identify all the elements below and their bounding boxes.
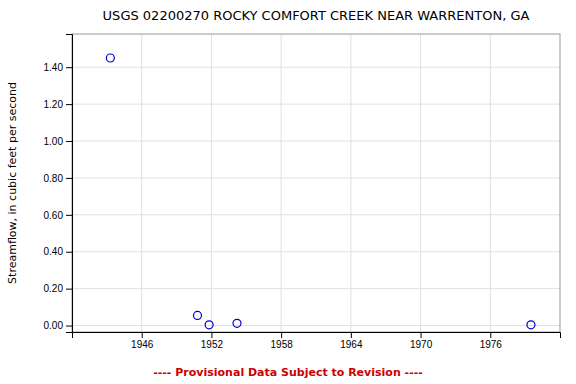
- y-axis: 0.00 0.20 0.40 0.60 0.80 1.00 1.20 1.40: [44, 35, 73, 333]
- y-tick-label: 0.60: [44, 210, 64, 221]
- point: [193, 311, 201, 319]
- footer-annotation: ---- Provisional Data Subject to Revisio…: [153, 366, 423, 379]
- x-tick-label: 1952: [201, 339, 224, 350]
- grid-line-y: [72, 214, 560, 215]
- y-tick-label: 0.00: [44, 320, 64, 331]
- y-tick: 1.20: [44, 99, 72, 110]
- point: [106, 54, 114, 62]
- y-tick-mark: [66, 289, 72, 290]
- grid-line-x: [420, 34, 421, 332]
- y-tick-mark: [66, 104, 72, 105]
- y-tick-mark: [66, 215, 72, 216]
- y-tick: 0.20: [44, 283, 72, 294]
- point: [527, 321, 535, 329]
- x-tick: 1946: [131, 332, 154, 350]
- x-tick-label: 1970: [410, 339, 433, 350]
- y-tick-label: 0.20: [44, 283, 64, 294]
- grid-line-x: [490, 34, 491, 332]
- y-tick-label: 0.80: [44, 173, 64, 184]
- x-tick: 1976: [480, 332, 503, 350]
- y-tick-mark: [66, 326, 72, 327]
- points: [106, 54, 535, 329]
- plot-frame: [72, 34, 560, 332]
- x-tick-mark: [351, 332, 352, 338]
- x-tick-mark: [490, 332, 491, 338]
- plot: 1946 1952 1958 1964 1970 1976 0.00 0.20 0.40 0.60…: [44, 34, 561, 350]
- y-tick-mark: [66, 178, 72, 179]
- y-tick-label: 1.40: [44, 62, 64, 73]
- point: [233, 319, 241, 327]
- x-tick-label: 1976: [480, 339, 503, 350]
- x-tick: 1970: [410, 332, 433, 350]
- y-tick: 0.00: [44, 320, 72, 331]
- y-tick: 0.40: [44, 246, 72, 257]
- y-tick-mark: [66, 67, 72, 68]
- grid-line-x: [281, 34, 282, 332]
- x-tick-label: 1958: [271, 339, 294, 350]
- x-tick-label: 1946: [131, 339, 154, 350]
- x-axis-line: [73, 333, 561, 339]
- point: [205, 321, 213, 329]
- x-tick-mark: [421, 332, 422, 338]
- grid-line-x: [141, 34, 142, 332]
- grid-line-y: [72, 251, 560, 252]
- grid-line-y: [72, 104, 560, 105]
- x-tick-label: 1964: [340, 339, 363, 350]
- grid-line-y: [72, 141, 560, 142]
- title: USGS 02200270 ROCKY COMFORT CREEK NEAR W…: [103, 8, 530, 23]
- x-tick-mark: [142, 332, 143, 338]
- grid: [72, 34, 560, 332]
- grid-line-y: [72, 177, 560, 178]
- x-tick-mark: [281, 332, 282, 338]
- x-tick: 1964: [340, 332, 363, 350]
- x-tick: 1958: [271, 332, 294, 350]
- grid-line-y: [72, 325, 560, 326]
- grid-line-y: [72, 67, 560, 68]
- y-axis-label: Streamflow, in cubic feet per second: [6, 82, 19, 284]
- chart: 1946 1952 1958 1964 1970 1976 0.00 0.20 0.40 0.60…: [0, 0, 576, 384]
- y-tick-label: 1.20: [44, 99, 64, 110]
- y-tick: 0.60: [44, 210, 72, 221]
- y-tick-label: 1.00: [44, 136, 64, 147]
- y-axis-line: [66, 35, 73, 333]
- y-tick-mark: [66, 252, 72, 253]
- y-tick: 1.00: [44, 136, 72, 147]
- y-tick-label: 0.40: [44, 246, 64, 257]
- grid-line-x: [211, 34, 212, 332]
- y-tick-mark: [66, 141, 72, 142]
- y-tick: 0.80: [44, 173, 72, 184]
- grid-line-y: [72, 288, 560, 289]
- grid-line-x: [350, 34, 351, 332]
- x-tick: 1952: [201, 332, 224, 350]
- y-tick: 1.40: [44, 62, 72, 73]
- x-tick-mark: [211, 332, 212, 338]
- x-axis: 1946 1952 1958 1964 1970 1976: [73, 332, 561, 350]
